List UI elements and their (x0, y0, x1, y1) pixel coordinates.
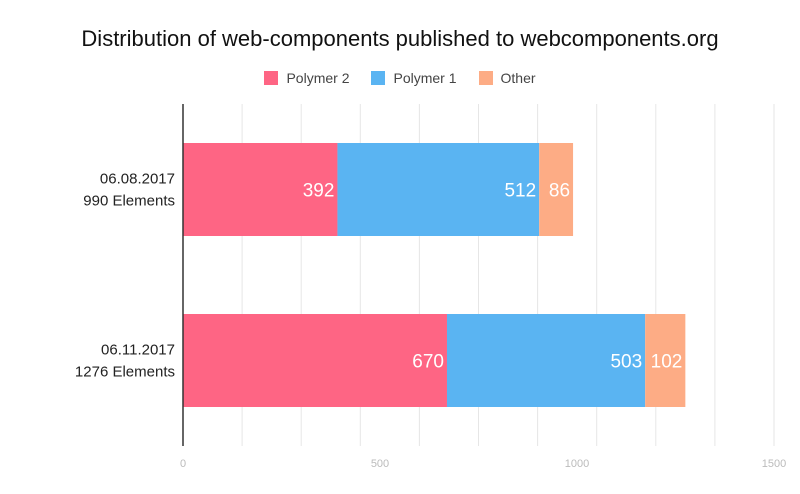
legend-label-other: Other (500, 70, 536, 86)
category-label: 06.08.2017 (100, 171, 175, 188)
legend: Polymer 2 Polymer 1 Other (0, 70, 800, 86)
bar-segment (337, 143, 540, 236)
bar-segment (446, 314, 646, 407)
legend-swatch-other (478, 71, 493, 85)
data-label: 503 (610, 352, 642, 373)
legend-swatch-polymer-2 (264, 71, 279, 85)
legend-label-polymer-2: Polymer 2 (286, 70, 350, 86)
chart-title: Distribution of web-components published… (81, 26, 719, 51)
bar-segment (645, 314, 686, 407)
legend-item-polymer-1: Polymer 1 (371, 70, 457, 86)
x-tick-label: 0 (180, 458, 186, 470)
x-tick-label: 1000 (565, 458, 589, 470)
legend-label-polymer-1: Polymer 1 (393, 70, 457, 86)
category-label: 990 Elements (83, 193, 175, 210)
bar-segment (183, 314, 447, 407)
data-label: 670 (412, 352, 444, 373)
bar-segment (539, 143, 574, 236)
category-label: 1276 Elements (75, 364, 175, 381)
x-tick-label: 500 (371, 458, 389, 470)
category-label: 06.11.2017 (101, 342, 175, 359)
data-label: 392 (303, 181, 335, 202)
data-label: 86 (549, 181, 570, 202)
x-tick-label: 1500 (762, 458, 786, 470)
legend-item-polymer-2: Polymer 2 (264, 70, 349, 86)
bar-segment (183, 143, 338, 236)
legend-item-other: Other (478, 70, 536, 86)
data-label: 102 (651, 352, 683, 373)
legend-swatch-polymer-1 (371, 71, 386, 85)
data-label: 512 (504, 181, 536, 202)
